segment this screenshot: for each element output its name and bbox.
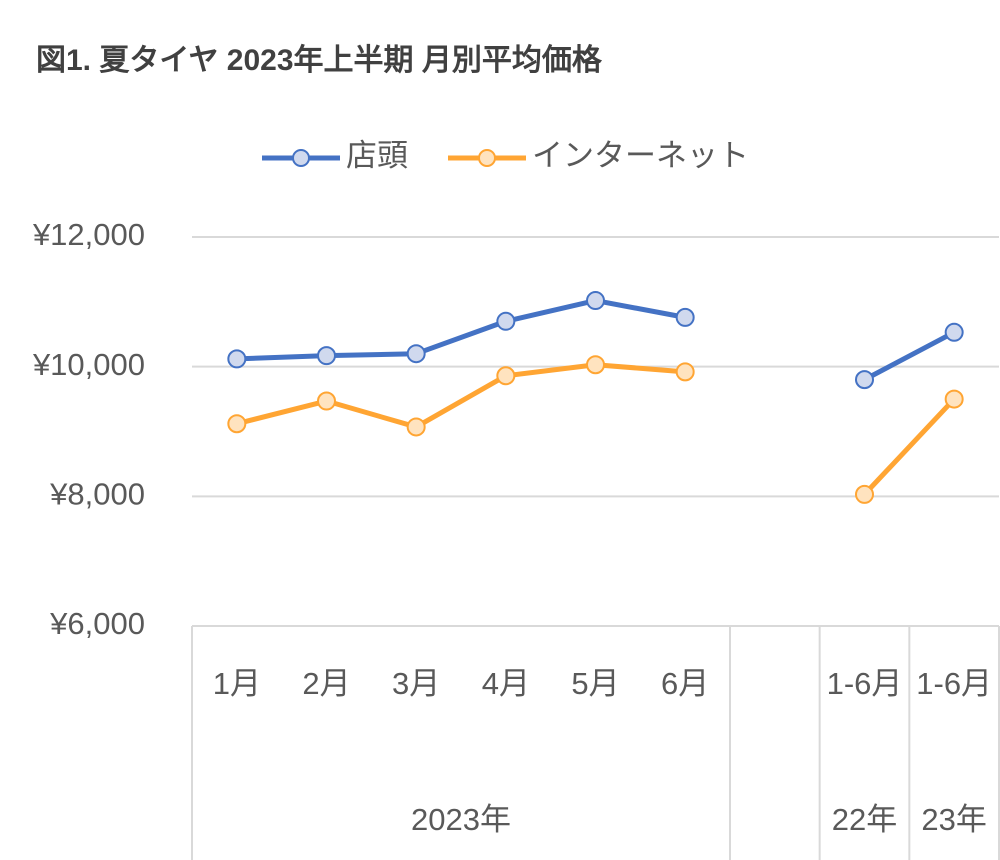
x-tick-label: 4月: [482, 666, 530, 701]
legend-marker: [478, 149, 496, 167]
point-marker: [406, 344, 426, 364]
point-marker: [675, 307, 695, 327]
x-tick-label: 6月: [661, 666, 709, 701]
x-tick-label: 3月: [392, 666, 440, 701]
point-marker: [675, 362, 695, 382]
group-label: 22年: [832, 802, 897, 837]
y-tick-label: ¥12,000: [32, 217, 145, 252]
point-marker: [944, 389, 964, 409]
x-tick-label: 1月: [213, 666, 261, 701]
y-tick-label: ¥10,000: [32, 347, 145, 382]
point-marker: [855, 484, 874, 504]
point-marker: [406, 417, 426, 437]
legend-label: 店頭: [346, 138, 408, 173]
x-tick-label: 5月: [571, 666, 619, 701]
x-tick-label: 2月: [302, 666, 350, 701]
point-marker: [227, 414, 247, 434]
y-tick-label: ¥6,000: [49, 606, 145, 641]
chart-title: 図1. 夏タイヤ 2023年上半期 月別平均価格: [36, 44, 603, 77]
point-marker: [227, 349, 247, 369]
point-marker: [586, 291, 605, 311]
x-tick-label: 1-6月: [916, 666, 992, 701]
legend-marker: [292, 149, 310, 167]
point-marker: [496, 366, 516, 386]
series-line: [236, 362, 956, 497]
x-tick-label: 1-6月: [827, 666, 903, 701]
group-label: 23年: [921, 802, 986, 837]
group-label: 2023年: [411, 802, 511, 837]
point-marker: [317, 391, 336, 411]
point-marker: [855, 370, 874, 390]
point-marker: [944, 322, 964, 342]
point-marker: [586, 355, 605, 375]
point-marker: [317, 346, 336, 366]
legend-label: インターネット: [532, 138, 749, 173]
series-line: [236, 298, 956, 382]
point-marker: [496, 311, 516, 331]
y-tick-label: ¥8,000: [49, 477, 145, 512]
